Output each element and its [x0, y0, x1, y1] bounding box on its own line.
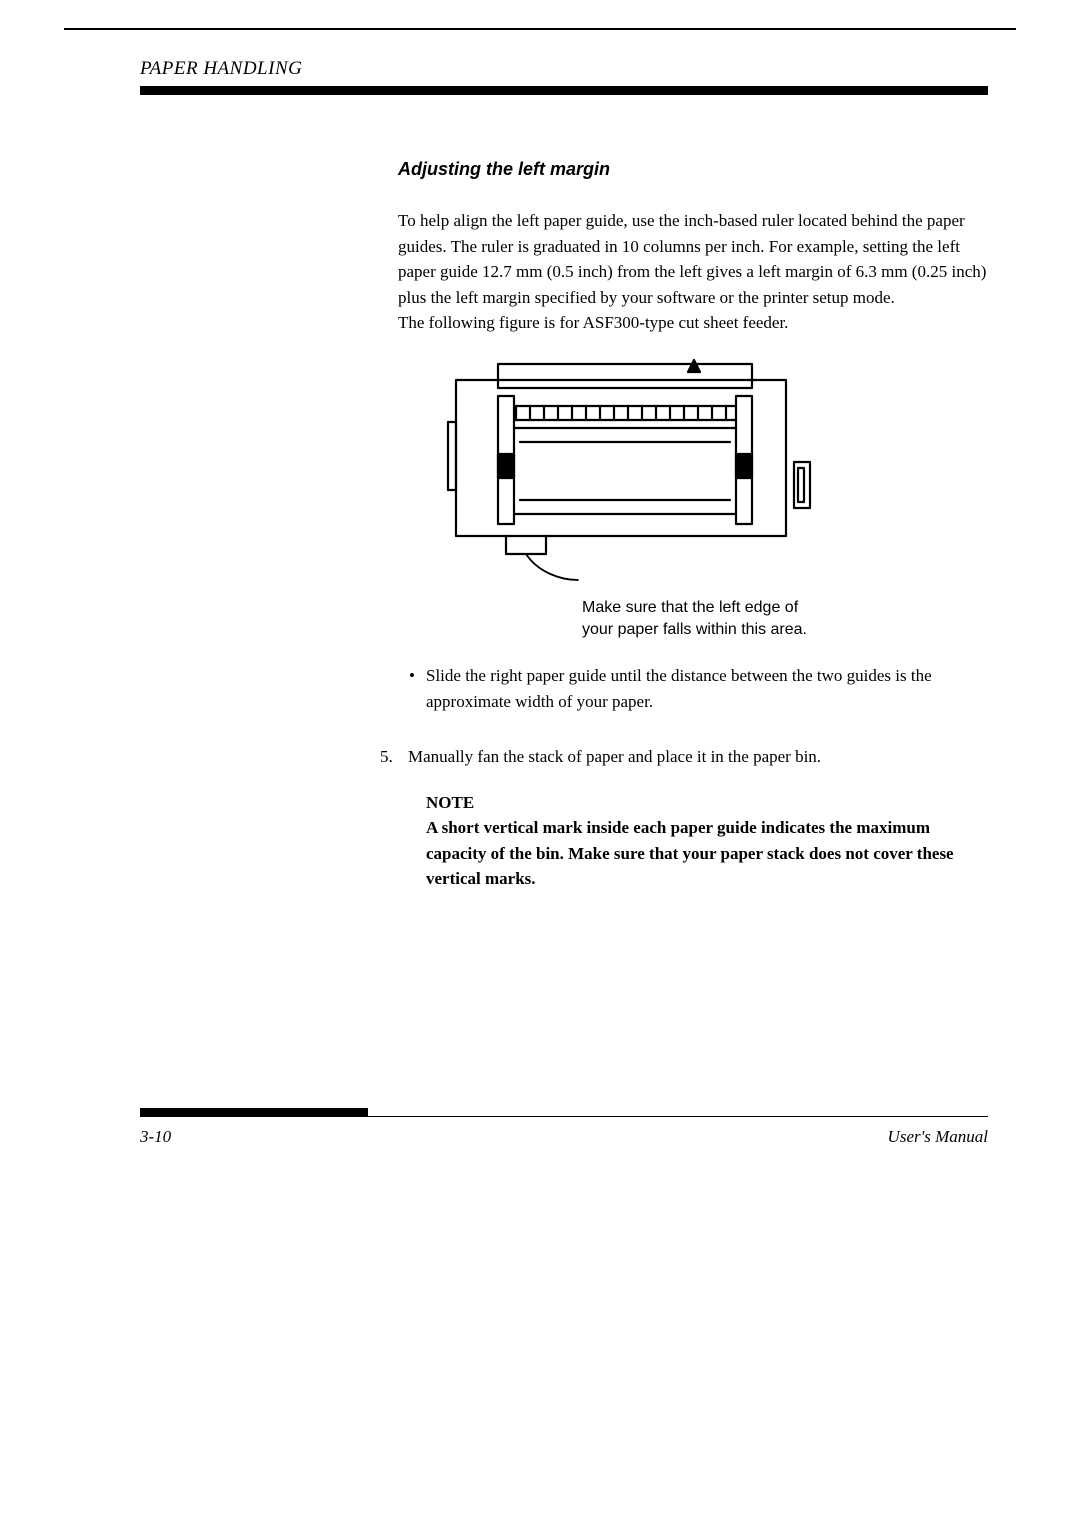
header-section: PAPER HANDLING	[140, 58, 988, 95]
bullet-text: Slide the right paper guide until the di…	[426, 663, 988, 714]
feeder-diagram	[438, 358, 828, 600]
note-block: NOTE A short vertical mark inside each p…	[426, 790, 988, 892]
footer-thick-rule	[140, 1108, 368, 1117]
figure-caption: Make sure that the left edge of your pap…	[438, 597, 828, 642]
figure-block: Make sure that the left edge of your pap…	[438, 358, 828, 642]
paragraph-1: To help align the left paper guide, use …	[398, 208, 988, 310]
numbered-step: 5. Manually fan the stack of paper and p…	[380, 744, 988, 770]
page-container: PAPER HANDLING Adjusting the left margin…	[0, 30, 1080, 892]
footer-thin-rule	[368, 1116, 988, 1117]
header-thick-rule	[140, 86, 988, 95]
step-text: Manually fan the stack of paper and plac…	[408, 744, 988, 770]
header-title: PAPER HANDLING	[140, 58, 988, 80]
manual-label: User's Manual	[888, 1127, 988, 1147]
note-label: NOTE	[426, 790, 988, 816]
step-number: 5.	[380, 744, 408, 770]
bullet-marker: •	[398, 663, 426, 714]
note-body: A short vertical mark inside each paper …	[426, 815, 988, 892]
section-heading: Adjusting the left margin	[398, 159, 988, 180]
page-number: 3-10	[140, 1127, 171, 1147]
footer: 3-10 User's Manual	[140, 1108, 988, 1147]
content-column: Adjusting the left margin To help align …	[140, 105, 988, 892]
footer-row: 3-10 User's Manual	[140, 1127, 988, 1147]
figure-caption-line2: your paper falls within this area.	[582, 619, 828, 641]
footer-rule	[140, 1108, 988, 1117]
figure-caption-line1: Make sure that the left edge of	[582, 597, 828, 619]
paragraph-2: The following figure is for ASF300-type …	[398, 310, 988, 336]
bullet-item: • Slide the right paper guide until the …	[398, 663, 988, 714]
